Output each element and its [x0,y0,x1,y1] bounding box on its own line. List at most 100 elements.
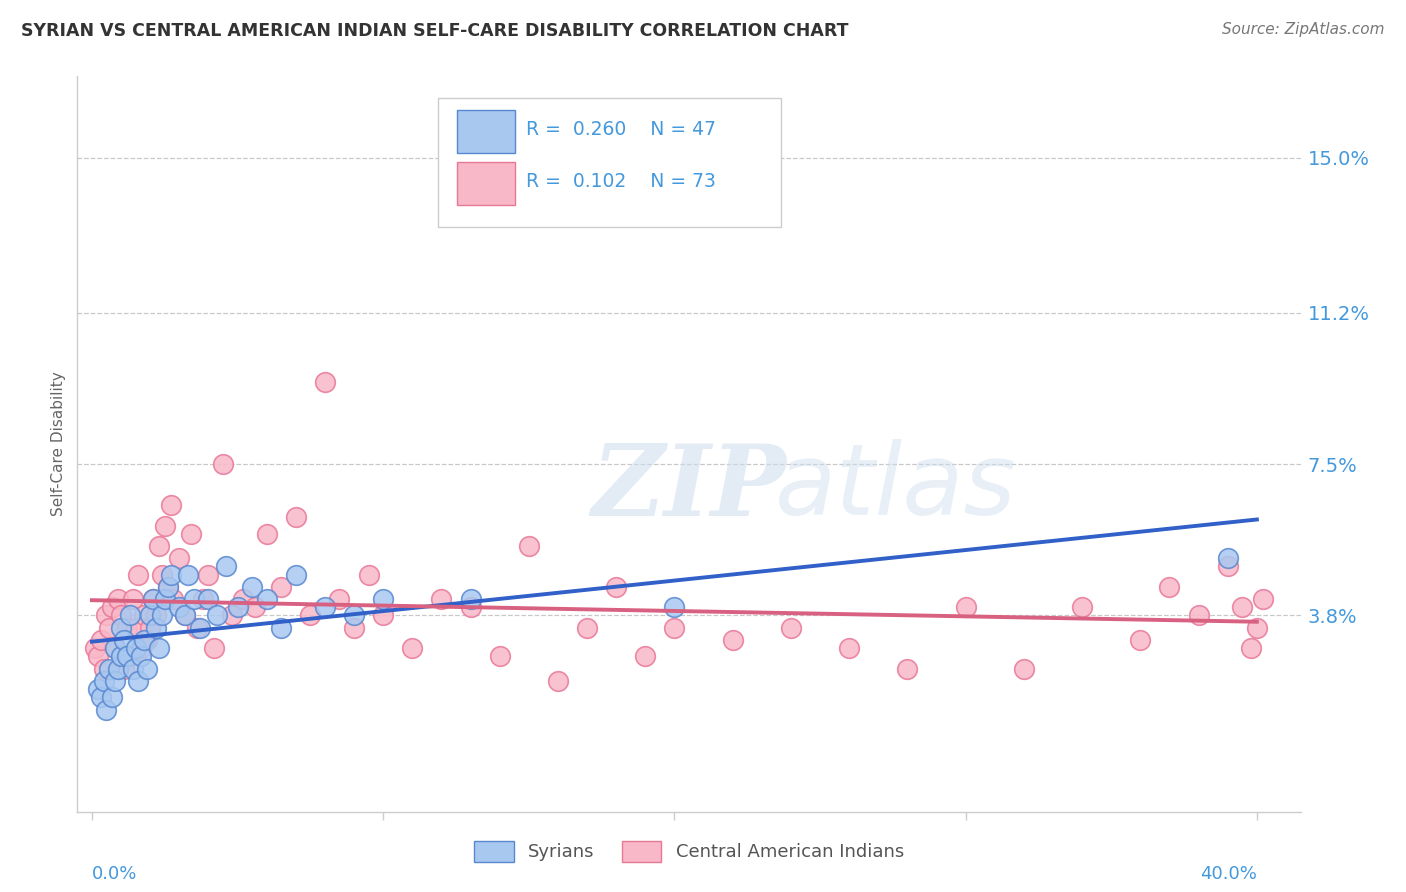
Point [605,580,627,594]
Point [1216,551,1239,566]
Point [186,621,208,635]
Point [150,567,173,582]
Point [101,600,124,615]
Point [955,600,977,615]
Point [134,633,156,648]
Point [128,673,150,688]
Point [1012,662,1035,676]
Point [1129,633,1152,648]
Point [139,621,162,635]
Text: atlas: atlas [775,440,1017,536]
Point [104,641,127,656]
Point [112,633,135,648]
Point [226,600,249,615]
Point [104,641,127,656]
Point [314,600,336,615]
Point [343,621,366,635]
Point [98,662,121,676]
Text: Source: ZipAtlas.com: Source: ZipAtlas.com [1222,22,1385,37]
Point [90,690,112,705]
Point [169,551,191,566]
Point [180,526,202,541]
Point [93,662,115,676]
Point [1216,559,1239,574]
Point [139,608,162,623]
Point [284,510,307,524]
Y-axis label: Self-Care Disability: Self-Care Disability [51,371,66,516]
Point [270,580,292,594]
Point [430,592,453,607]
Point [93,673,115,688]
Point [838,641,860,656]
Point [115,649,138,664]
Point [371,608,394,623]
Point [115,621,138,635]
Point [270,621,292,635]
Point [576,621,599,635]
Point [159,498,181,512]
Point [104,673,127,688]
Point [488,649,510,664]
Point [1188,608,1211,623]
FancyBboxPatch shape [439,98,780,227]
Point [243,600,266,615]
Text: R =  0.260    N = 47: R = 0.260 N = 47 [526,120,716,139]
Point [148,641,170,656]
Point [142,592,165,607]
Point [664,621,686,635]
Point [328,592,350,607]
Point [517,539,540,553]
Text: R =  0.102    N = 73: R = 0.102 N = 73 [526,171,716,191]
Point [174,608,197,623]
Point [169,600,191,615]
Point [177,567,200,582]
Point [162,592,184,607]
Point [156,580,179,594]
Text: 40.0%: 40.0% [1199,865,1257,883]
Point [232,592,254,607]
Point [121,662,143,676]
Point [240,580,263,594]
Text: SYRIAN VS CENTRAL AMERICAN INDIAN SELF-CARE DISABILITY CORRELATION CHART: SYRIAN VS CENTRAL AMERICAN INDIAN SELF-C… [21,22,849,40]
Point [145,608,167,623]
Point [153,518,176,533]
Point [110,608,132,623]
Point [121,592,143,607]
Point [634,649,657,664]
Point [153,592,176,607]
Point [90,633,112,648]
Point [314,376,336,390]
FancyBboxPatch shape [457,111,515,153]
Point [131,641,153,656]
Point [401,641,423,656]
Point [664,600,686,615]
Point [124,621,146,635]
Point [83,641,105,656]
Point [87,682,110,697]
Point [721,633,744,648]
Point [87,649,110,664]
Point [156,580,179,594]
Point [101,690,124,705]
Point [124,641,146,656]
Point [174,608,197,623]
Point [221,608,243,623]
Point [148,539,170,553]
Point [110,649,132,664]
Point [1251,592,1274,607]
Point [128,567,150,582]
Legend: Syrians, Central American Indians: Syrians, Central American Indians [467,834,911,869]
Point [460,592,482,607]
Point [118,649,141,664]
Point [284,567,307,582]
Point [205,608,228,623]
Point [150,608,173,623]
Point [188,621,211,635]
Point [1240,641,1263,656]
Point [107,592,129,607]
Point [136,662,159,676]
Point [142,592,165,607]
Point [145,621,167,635]
Point [197,592,219,607]
Point [131,649,153,664]
